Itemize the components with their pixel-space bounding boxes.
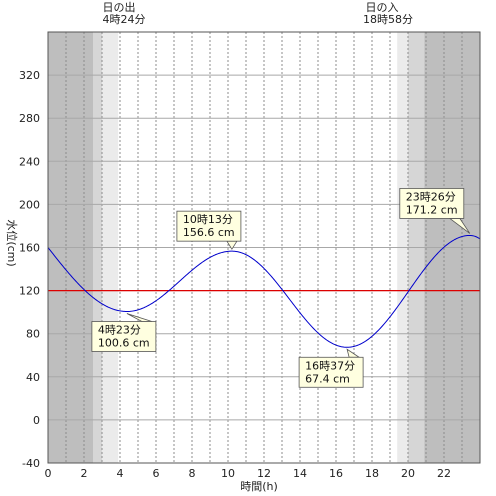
x-tick-label: 8 xyxy=(189,467,196,480)
annotation-time: 4時23分 xyxy=(98,324,141,337)
plot-border xyxy=(47,31,481,464)
x-tick-label: 0 xyxy=(45,467,52,480)
sunset-time: 18時58分 xyxy=(363,13,413,26)
sunrise-label: 日の出 xyxy=(103,0,136,14)
y-tick-label: -40 xyxy=(22,457,40,470)
annotation-time: 10時13分 xyxy=(183,213,233,226)
annotation-box xyxy=(176,210,242,242)
x-axis-title: 時間(h) xyxy=(240,480,278,493)
sunrise-time: 4時24分 xyxy=(103,13,146,26)
y-tick-label: 0 xyxy=(33,414,40,427)
tide-level-line xyxy=(47,234,481,348)
x-tick-label: 10 xyxy=(221,467,235,480)
x-tick-label: 22 xyxy=(437,467,451,480)
y-tick-label: 40 xyxy=(26,371,40,384)
x-tick-label: 16 xyxy=(329,467,343,480)
y-tick-label: 160 xyxy=(19,242,40,255)
annotation-time: 16時37分 xyxy=(305,359,355,372)
y-tick-label: 80 xyxy=(26,328,40,341)
tick-labels: 0 2 4 6 8 10 12 14 16 18 20 22 -40 0 40 80 120 160 200 240 2… xyxy=(19,69,451,480)
y-tick-label: 280 xyxy=(19,112,40,125)
annotation-box xyxy=(298,356,364,388)
y-tick-label: 120 xyxy=(19,285,40,298)
x-tick-label: 20 xyxy=(401,467,415,480)
x-tick-label: 12 xyxy=(257,467,271,480)
series-group xyxy=(47,234,481,348)
y-tick-label: 320 xyxy=(19,69,40,82)
x-tick-label: 18 xyxy=(365,467,379,480)
annotation-value: 156.6 cm xyxy=(183,226,235,239)
y-tick-label: 200 xyxy=(19,198,40,211)
x-tick-label: 4 xyxy=(117,467,124,480)
annotation-time: 23時26分 xyxy=(406,190,456,203)
annotation-value: 171.2 cm xyxy=(406,203,458,216)
annotation-value: 67.4 cm xyxy=(305,372,350,385)
x-tick-label: 14 xyxy=(293,467,307,480)
x-tick-label: 6 xyxy=(153,467,160,480)
y-axis-title: 水位(cm) xyxy=(5,219,19,266)
sunset-label: 日の入 xyxy=(366,1,399,14)
x-tick-label: 2 xyxy=(81,467,88,480)
y-tick-label: 240 xyxy=(19,155,40,168)
annotation-value: 100.6 cm xyxy=(98,337,150,350)
plot-frame xyxy=(47,31,481,464)
annotation-box xyxy=(91,321,157,352)
annotation-box xyxy=(399,188,465,219)
